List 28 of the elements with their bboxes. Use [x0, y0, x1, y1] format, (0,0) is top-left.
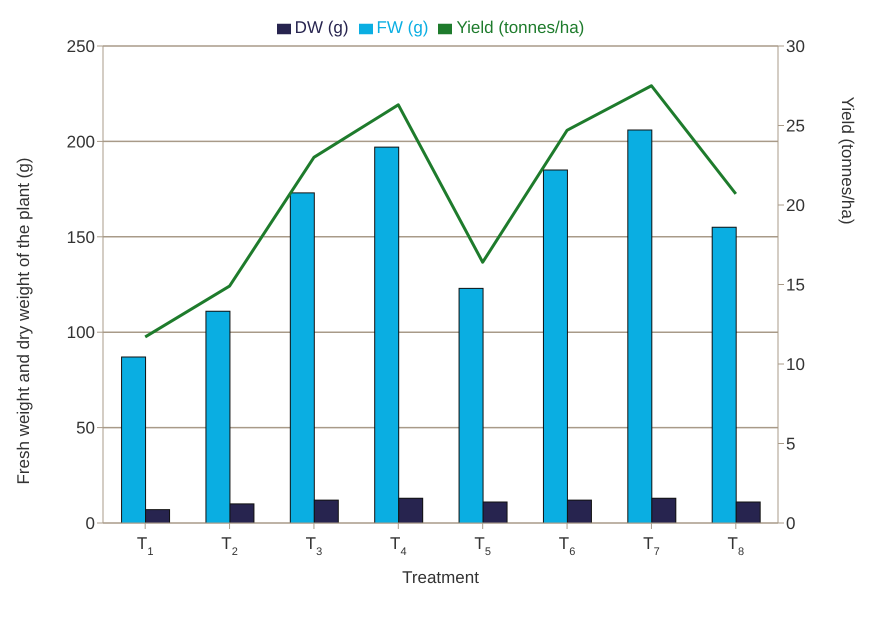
y-tick-label: 250 — [66, 37, 95, 56]
y-tick-label: 150 — [66, 228, 95, 247]
y-tick-label: 0 — [86, 514, 95, 534]
y2-tick-label: 25 — [786, 116, 805, 136]
y-tick-label: 200 — [66, 132, 95, 152]
x-axis-title: Treatment — [402, 568, 480, 587]
line-series — [144, 84, 738, 338]
legend-label: DW (g) — [294, 18, 348, 37]
y2-tick-label: 30 — [786, 37, 805, 56]
y-tick-label: 100 — [66, 323, 95, 342]
x-tick-label: T$_{4}$ — [390, 534, 407, 558]
x-tick-label: T$_{1}$ — [136, 534, 154, 558]
y2-tick-label: 10 — [786, 355, 805, 374]
y2-tick-label: 0 — [786, 514, 796, 534]
x-tick-label: T$_{7}$ — [643, 534, 660, 558]
y2-tick-label: 15 — [786, 276, 805, 295]
x-tick-label: T$_{5}$ — [474, 534, 491, 558]
y2-tick-label: 20 — [786, 196, 805, 216]
y2-axis-title: Yield (tonnes/ha) — [838, 96, 857, 224]
x-tick-label: T$_{2}$ — [221, 534, 238, 558]
legend-label: Yield (tonnes/ha) — [456, 18, 584, 37]
x-tick-label: T$_{3}$ — [306, 534, 322, 558]
x-tick-label: T$_{6}$ — [558, 534, 576, 558]
y2-tick-label: 5 — [786, 434, 796, 454]
legend-label: FW (g) — [376, 18, 428, 37]
y-axis-title: Fresh weight and dry weight of the plant (g) — [14, 158, 34, 484]
x-tick-label: T$_{8}$ — [728, 534, 744, 558]
y-tick-label: 50 — [76, 418, 95, 438]
